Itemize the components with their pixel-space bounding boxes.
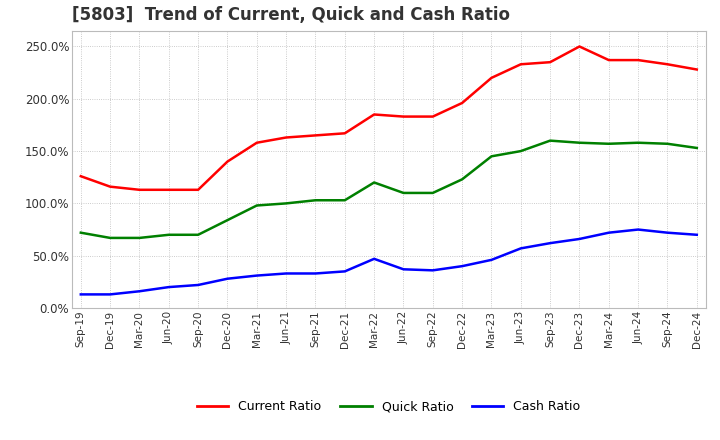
Cash Ratio [370,256,379,261]
Cash Ratio [135,289,144,294]
Quick Ratio [370,180,379,185]
Cash Ratio [605,230,613,235]
Cash Ratio [76,292,85,297]
Quick Ratio [341,198,349,203]
Line: Current Ratio: Current Ratio [81,47,697,190]
Current Ratio [399,114,408,119]
Current Ratio [282,135,290,140]
Quick Ratio [516,148,525,154]
Current Ratio [76,173,85,179]
Current Ratio [575,44,584,49]
Cash Ratio [194,282,202,288]
Line: Cash Ratio: Cash Ratio [81,230,697,294]
Quick Ratio [458,177,467,182]
Cash Ratio [253,273,261,278]
Current Ratio [223,159,232,164]
Quick Ratio [106,235,114,241]
Current Ratio [311,133,320,138]
Quick Ratio [575,140,584,145]
Quick Ratio [487,154,496,159]
Current Ratio [663,62,672,67]
Current Ratio [546,59,554,65]
Cash Ratio [223,276,232,281]
Cash Ratio [458,264,467,269]
Current Ratio [458,100,467,106]
Cash Ratio [282,271,290,276]
Quick Ratio [428,190,437,195]
Quick Ratio [634,140,642,145]
Text: [5803]  Trend of Current, Quick and Cash Ratio: [5803] Trend of Current, Quick and Cash … [72,6,510,24]
Current Ratio [341,131,349,136]
Cash Ratio [575,236,584,242]
Current Ratio [164,187,173,192]
Quick Ratio [253,203,261,208]
Current Ratio [253,140,261,145]
Quick Ratio [223,217,232,223]
Cash Ratio [693,232,701,238]
Quick Ratio [135,235,144,241]
Current Ratio [428,114,437,119]
Current Ratio [693,67,701,72]
Quick Ratio [605,141,613,147]
Line: Quick Ratio: Quick Ratio [81,141,697,238]
Cash Ratio [428,268,437,273]
Quick Ratio [693,145,701,150]
Cash Ratio [663,230,672,235]
Quick Ratio [282,201,290,206]
Current Ratio [487,75,496,81]
Quick Ratio [663,141,672,147]
Quick Ratio [399,190,408,195]
Quick Ratio [311,198,320,203]
Quick Ratio [164,232,173,238]
Current Ratio [194,187,202,192]
Cash Ratio [487,257,496,263]
Cash Ratio [164,284,173,290]
Cash Ratio [341,269,349,274]
Current Ratio [106,184,114,189]
Cash Ratio [634,227,642,232]
Quick Ratio [546,138,554,143]
Cash Ratio [399,267,408,272]
Current Ratio [135,187,144,192]
Quick Ratio [194,232,202,238]
Cash Ratio [106,292,114,297]
Current Ratio [634,58,642,63]
Quick Ratio [76,230,85,235]
Cash Ratio [516,246,525,251]
Current Ratio [605,58,613,63]
Cash Ratio [311,271,320,276]
Legend: Current Ratio, Quick Ratio, Cash Ratio: Current Ratio, Quick Ratio, Cash Ratio [192,395,585,418]
Current Ratio [370,112,379,117]
Current Ratio [516,62,525,67]
Cash Ratio [546,241,554,246]
